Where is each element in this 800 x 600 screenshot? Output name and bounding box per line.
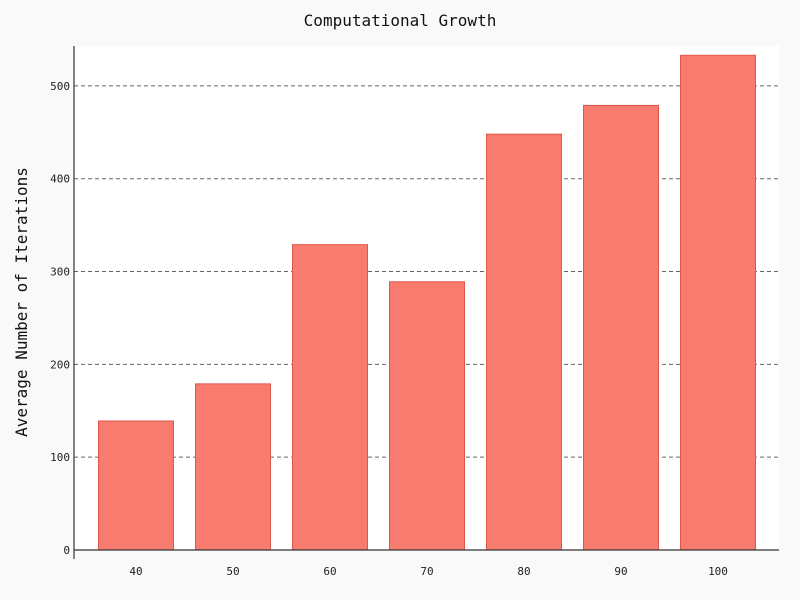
y-tick-label: 500 [50,80,70,93]
bar [486,133,562,551]
bars [98,54,756,551]
y-tick-label: 0 [63,544,70,557]
x-tick-label: 50 [226,565,239,578]
y-axis-label: Average Number of Iterations [12,167,31,437]
bar [389,281,465,551]
y-tick-label: 100 [50,451,70,464]
x-tick-label: 60 [323,565,336,578]
x-tick-label: 100 [708,565,728,578]
y-tick-label: 200 [50,358,70,371]
axes [73,46,779,559]
bar [98,420,174,551]
y-tick-labels: 0 100 200 300 400 500 [50,80,70,557]
y-tick-label: 400 [50,173,70,186]
x-tick-label: 70 [420,565,433,578]
bar [583,104,659,551]
x-tick-labels: 40 50 60 70 80 90 100 [129,565,728,578]
x-tick-label: 80 [517,565,530,578]
y-tick-label: 300 [50,266,70,279]
chart-title: Computational Growth [304,11,497,30]
x-tick-label: 40 [129,565,142,578]
bar [195,383,271,551]
bar [292,244,368,551]
x-tick-label: 90 [614,565,627,578]
bar [680,54,756,551]
